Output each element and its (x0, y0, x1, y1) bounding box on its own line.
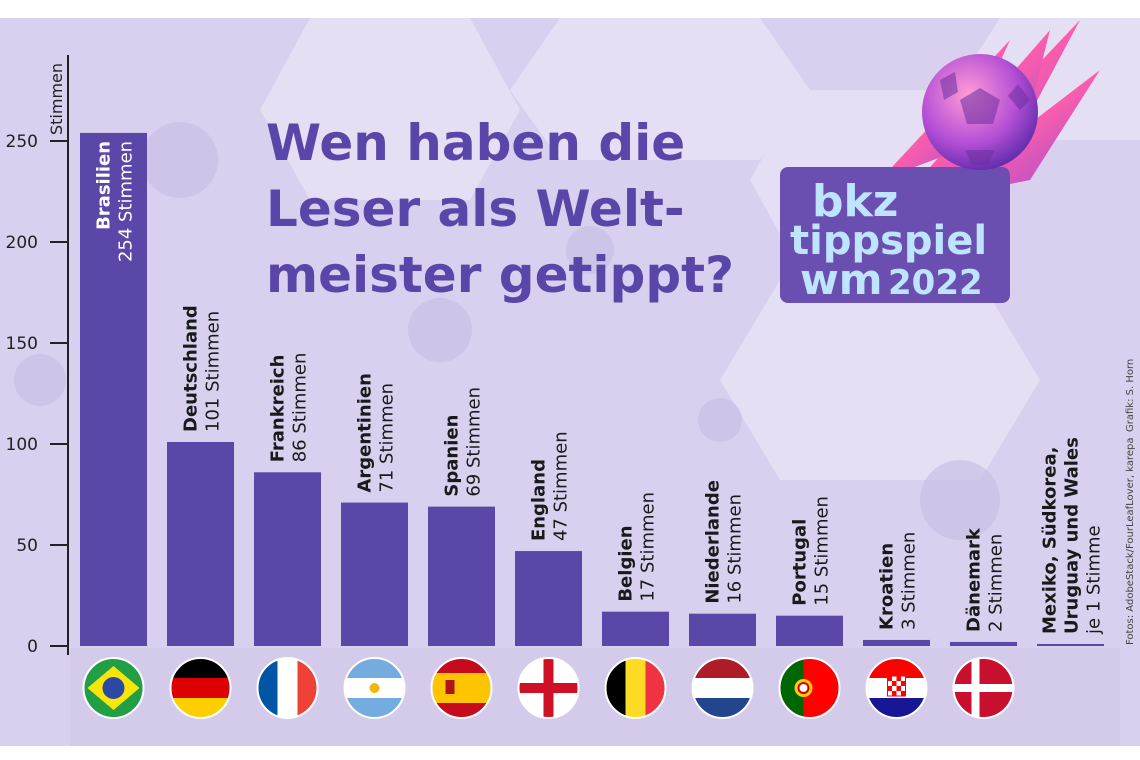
chart-title-line-3: meister getippt? (266, 246, 734, 304)
background-decoration (14, 122, 1000, 540)
y-tick-label: 250 (6, 132, 38, 152)
logo-text-bkz: bkz (812, 176, 898, 227)
flag-netherlands-icon (691, 657, 754, 719)
bar-brasilien (80, 132, 147, 647)
chart-title-line-1: Wen haben die (266, 114, 685, 172)
flag-argentina-icon (343, 657, 406, 719)
y-tick-label: 150 (6, 334, 38, 354)
graphic-credit: Grafik: S. Horn (1125, 359, 1136, 432)
logo-text-tippspiel: tippspiel (790, 218, 987, 264)
flag-spain-icon (430, 657, 493, 719)
bar-name-label: Uruguay und Wales (1062, 437, 1083, 634)
y-tick-label: 0 (27, 637, 38, 657)
flag-england-icon (517, 657, 580, 719)
bar-name-label: Belgien (616, 525, 637, 601)
bar-name-label: Brasilien (94, 141, 115, 230)
bar-england (515, 551, 582, 646)
flag-portugal-icon (778, 657, 841, 719)
bar-value-label: 15 Stimmen (812, 496, 833, 606)
bar-value-label: 254 Stimmen (116, 141, 137, 262)
flag-strip (70, 648, 1120, 746)
photo-credit: Fotos: AdobeStack/FourLeafLover, karepa (1125, 438, 1136, 645)
bar-spanien (428, 506, 495, 646)
y-tick-label: 200 (6, 233, 38, 253)
bar-value-label: 47 Stimmen (551, 431, 572, 541)
y-axis-label: Stimmen (47, 63, 66, 135)
bkz-tippspiel-logo: bkz tippspiel wm 2022 (780, 20, 1100, 304)
football-patches (940, 72, 1030, 165)
flag-france-icon (256, 657, 319, 719)
bar-name-label: Niederlande (703, 480, 724, 604)
bar-portugal (776, 615, 843, 646)
bar-name-label: Mexiko, Südkorea, (1040, 447, 1061, 634)
bar-kroatien (863, 639, 930, 646)
flag-belgium-icon (604, 657, 667, 719)
bar-value-label: 101 Stimmen (203, 311, 224, 432)
chart-title-line-2: Leser als Welt- (266, 180, 685, 238)
bar-value-label: 16 Stimmen (725, 494, 746, 604)
flag-denmark-icon (952, 657, 1015, 719)
logo-box (780, 167, 1010, 303)
bar-name-label: Kroatien (877, 543, 898, 630)
logo-text-year: 2022 (888, 263, 983, 303)
bar-argentinien (341, 502, 408, 646)
logo-text-wm: wm (800, 255, 883, 304)
y-tick-label: 50 (16, 536, 38, 556)
bars (80, 132, 1104, 647)
y-axis-ticks: 0 50 100 150 200 250 (6, 132, 68, 657)
bar-value-label: 69 Stimmen (464, 387, 485, 497)
bar-name-label: Spanien (442, 415, 463, 497)
flag-germany-icon (169, 657, 232, 719)
bar-name-label: Portugal (790, 519, 811, 606)
flag-croatia-icon (865, 657, 928, 719)
bar-labels: Brasilien 254 Stimmen Deutschland 101 Stimm… (94, 141, 1105, 635)
flags (82, 657, 1015, 719)
bar-niederlande (689, 613, 756, 646)
bar-mexiko-südkorea-uruguay-und-wales (1037, 643, 1104, 646)
bar-value-label: 17 Stimmen (638, 492, 659, 602)
bar-value-label: 2 Stimmen (986, 534, 1007, 632)
bar-value-label: 86 Stimmen (290, 353, 311, 463)
bar-name-label: Argentinien (355, 373, 376, 493)
flag-brazil-icon (82, 657, 145, 719)
bar-name-label: England (529, 459, 550, 541)
bar-belgien (602, 611, 669, 646)
y-tick-label: 100 (6, 435, 38, 455)
bar-frankreich (254, 472, 321, 646)
bar-name-label: Deutschland (181, 305, 202, 432)
bar-value-label: je 1 Stimme (1084, 525, 1105, 635)
bar-deutschland (167, 441, 234, 646)
bar-dänemark (950, 641, 1017, 646)
bar-value-label: 3 Stimmen (899, 532, 920, 630)
bar-value-label: 71 Stimmen (377, 383, 398, 493)
bar-name-label: Dänemark (964, 527, 985, 632)
bar-name-label: Frankreich (268, 355, 289, 463)
